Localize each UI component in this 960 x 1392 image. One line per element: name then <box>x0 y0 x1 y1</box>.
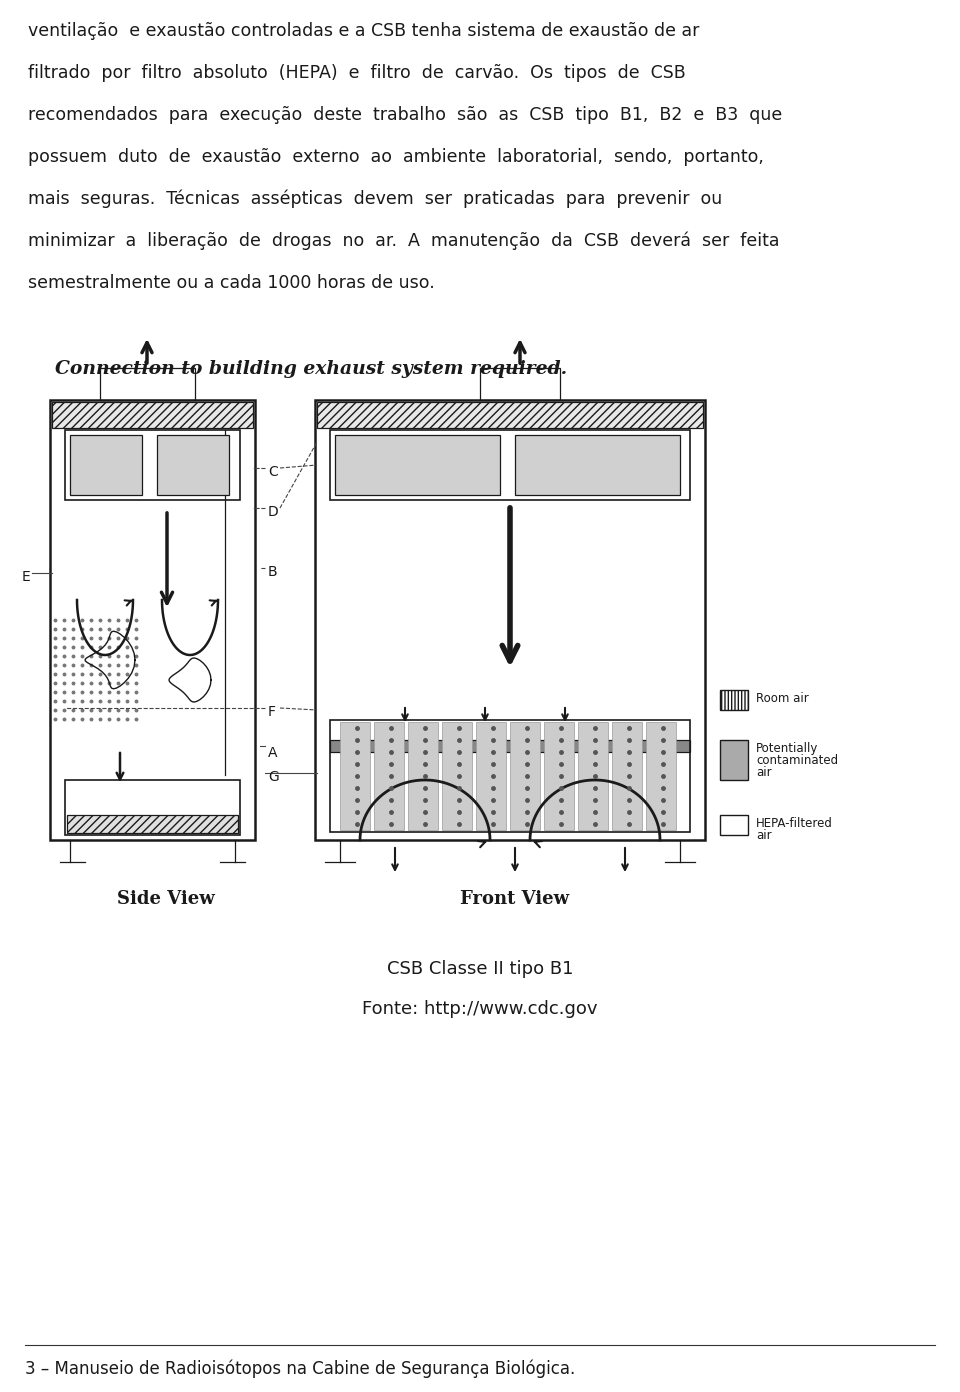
Bar <box>720 814 748 835</box>
Bar <box>544 722 574 830</box>
Text: possuem  duto  de  exaustão  externo  ao  ambiente  laboratorial,  sendo,  porta: possuem duto de exaustão externo ao ambi… <box>28 148 764 166</box>
Text: HEPA-filtered: HEPA-filtered <box>756 817 833 830</box>
Bar <box>480 367 560 400</box>
Text: D: D <box>268 505 278 519</box>
Text: contaminated: contaminated <box>756 754 838 767</box>
Bar <box>65 430 240 500</box>
Bar <box>408 722 438 830</box>
Text: CSB Classe II tipo B1: CSB Classe II tipo B1 <box>387 960 573 979</box>
Text: mais  seguras.  Técnicas  assépticas  devem  ser  praticadas  para  prevenir  ou: mais seguras. Técnicas assépticas devem … <box>28 189 722 209</box>
Bar <box>330 741 690 752</box>
Bar <box>442 722 472 830</box>
Text: Fonte: http://www.cdc.gov: Fonte: http://www.cdc.gov <box>362 999 598 1018</box>
Text: air: air <box>756 830 772 842</box>
Text: A: A <box>268 746 277 760</box>
Bar <box>70 434 142 496</box>
Bar <box>65 780 240 835</box>
Bar <box>317 402 703 427</box>
Text: Side View: Side View <box>117 889 215 908</box>
Bar <box>340 722 370 830</box>
Bar <box>330 430 690 500</box>
Bar <box>510 722 540 830</box>
Text: semestralmente ou a cada 1000 horas de uso.: semestralmente ou a cada 1000 horas de u… <box>28 274 435 292</box>
Text: Potentially: Potentially <box>756 742 818 754</box>
Text: G: G <box>268 770 278 784</box>
Bar <box>720 690 748 710</box>
Text: ventilação  e exaustão controladas e a CSB tenha sistema de exaustão de ar: ventilação e exaustão controladas e a CS… <box>28 22 700 40</box>
Text: E: E <box>22 569 31 585</box>
Text: air: air <box>756 766 772 780</box>
Bar <box>50 400 255 839</box>
Bar <box>646 722 676 830</box>
Text: B: B <box>268 565 277 579</box>
Text: recomendados  para  execução  deste  trabalho  são  as  CSB  tipo  B1,  B2  e  B: recomendados para execução deste trabalh… <box>28 106 782 124</box>
Bar <box>330 720 690 832</box>
Bar <box>612 722 642 830</box>
Bar <box>315 400 705 839</box>
Text: Connection to building exhaust system required.: Connection to building exhaust system re… <box>55 361 567 379</box>
Text: Room air: Room air <box>756 692 808 704</box>
Bar <box>578 722 608 830</box>
Bar <box>476 722 506 830</box>
Text: minimizar  a  liberação  de  drogas  no  ar.  A  manutenção  da  CSB  deverá  se: minimizar a liberação de drogas no ar. A… <box>28 232 780 251</box>
Bar <box>335 434 500 496</box>
Text: Front View: Front View <box>460 889 569 908</box>
Text: C: C <box>268 465 277 479</box>
Text: filtrado  por  filtro  absoluto  (HEPA)  e  filtro  de  carvão.  Os  tipos  de  : filtrado por filtro absoluto (HEPA) e fi… <box>28 64 685 82</box>
Text: 3 – Manuseio de Radioisótopos na Cabine de Segurança Biológica.: 3 – Manuseio de Radioisótopos na Cabine … <box>25 1360 575 1378</box>
Bar <box>157 434 229 496</box>
Text: F: F <box>268 704 276 720</box>
Bar <box>374 722 404 830</box>
Bar <box>515 434 680 496</box>
Bar <box>100 367 195 400</box>
Bar <box>720 741 748 780</box>
Bar <box>52 402 253 427</box>
Bar <box>67 814 238 832</box>
